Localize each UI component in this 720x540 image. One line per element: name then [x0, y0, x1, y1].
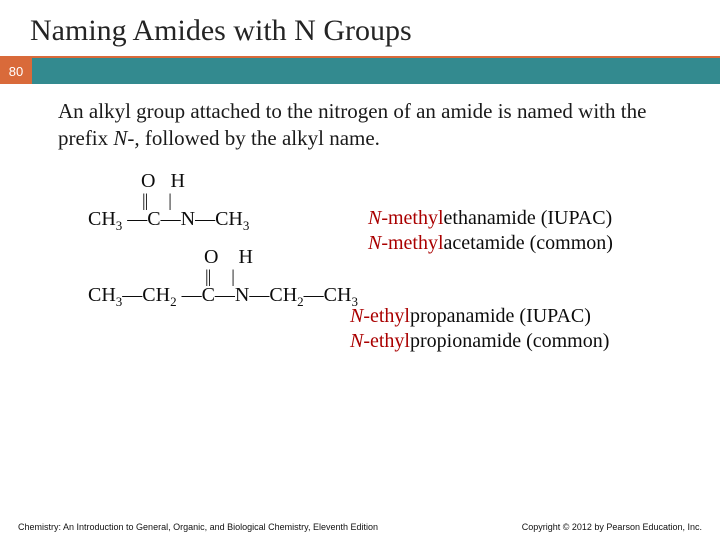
- f2-name1-root: propanamide (IUPAC): [410, 305, 591, 327]
- f2-name2-root: propionamide (common): [410, 330, 609, 352]
- body-prefix: N-,: [113, 126, 139, 150]
- slide-title: Naming Amides with N Groups: [0, 0, 720, 58]
- f1-name1-alkyl: methyl: [388, 207, 444, 229]
- formula-1: O H || | CH3 —C—N—CH3 N-methylethanamide…: [88, 170, 684, 242]
- f1-lower: CH3 —C—N—CH3: [88, 208, 249, 234]
- footer: Chemistry: An Introduction to General, O…: [0, 522, 720, 532]
- footer-left: Chemistry: An Introduction to General, O…: [18, 522, 378, 532]
- f2-names: N-ethylpropanamide (IUPAC) N-ethylpropio…: [350, 304, 609, 354]
- body-post: followed by the alkyl name.: [140, 126, 380, 150]
- f2-name1-alkyl: ethyl: [370, 305, 410, 327]
- header-bar: 80: [0, 58, 720, 84]
- formula-2: O H || | CH3—CH2 —C—N—CH2—CH3 N-ethylpro…: [88, 242, 684, 372]
- chemistry-area: O H || | CH3 —C—N—CH3 N-methylethanamide…: [0, 152, 720, 372]
- f1-name1-prefix: N-: [368, 207, 388, 229]
- f2-lower: CH3—CH2 —C—N—CH2—CH3: [88, 284, 358, 310]
- slide-number: 80: [0, 58, 32, 84]
- f2-name2-prefix: N-: [350, 330, 370, 352]
- teal-bar: [32, 58, 720, 84]
- f2-name2-alkyl: ethyl: [370, 330, 410, 352]
- f2-name1-prefix: N-: [350, 305, 370, 327]
- body-paragraph: An alkyl group attached to the nitrogen …: [0, 84, 720, 152]
- f1-name1-root: ethanamide (IUPAC): [444, 207, 613, 229]
- footer-right: Copyright © 2012 by Pearson Education, I…: [522, 522, 702, 532]
